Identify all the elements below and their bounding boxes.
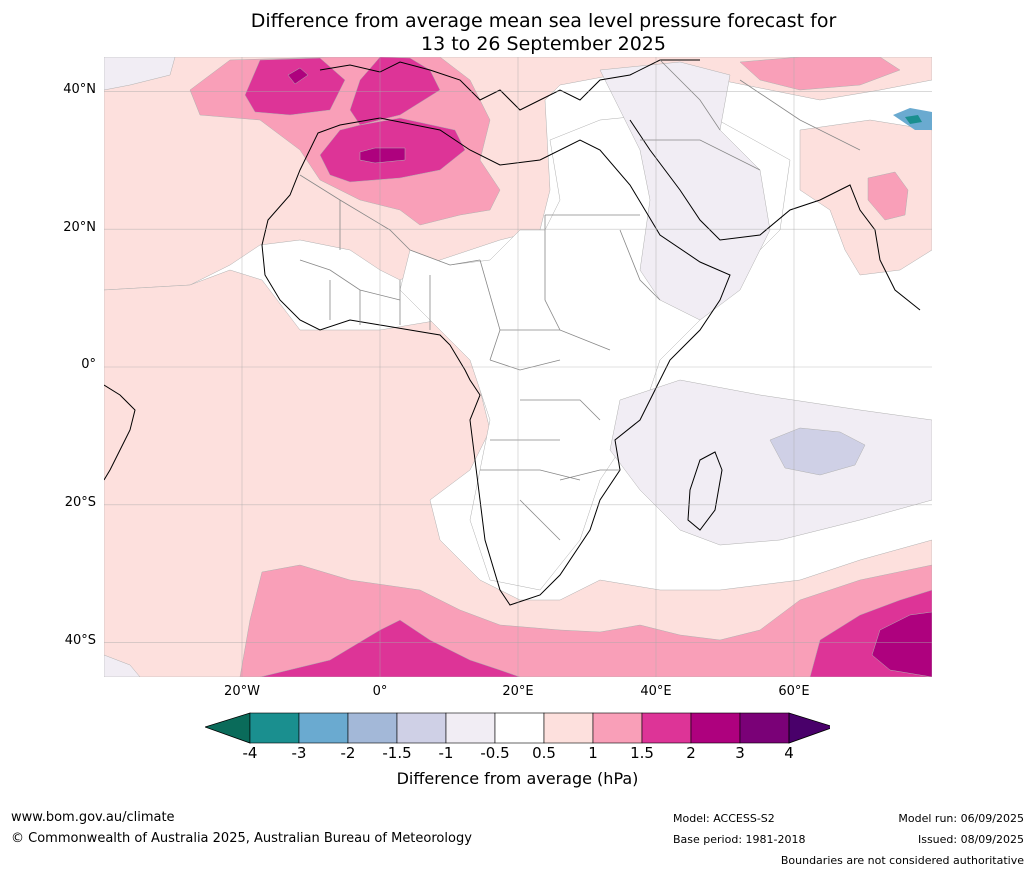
anomaly-region-magenta-north-africa	[319, 57, 466, 183]
colorbar-tick-label: -2	[340, 744, 356, 762]
anomaly-region-light-lavender-northwest	[104, 57, 176, 91]
country-boundaries	[299, 59, 861, 541]
colorbar-segment-9	[690, 712, 741, 744]
colorbar-label: Difference from average (hPa)	[396, 769, 639, 788]
colorbar-segment-6	[543, 712, 594, 744]
map-title-line2: 13 to 26 September 2025	[421, 33, 666, 55]
footer-copyright: © Commonwealth of Australia 2025, Austra…	[11, 831, 472, 846]
colorbar-tick-label: 4	[784, 744, 794, 762]
anomaly-region-magenta-iberia	[244, 57, 346, 116]
lon-label-40e: 40°E	[640, 684, 672, 699]
footer-model-run: Model run: 06/09/2025	[898, 812, 1024, 825]
madagascar-coastline	[687, 451, 723, 531]
lat-label-20s: 20°S	[64, 495, 96, 510]
anomaly-region-light-pink-india	[799, 119, 932, 276]
anomaly-region-pink-middle-east	[739, 57, 901, 91]
map-title: Difference from average mean sea level p…	[0, 10, 1035, 56]
colorbar-tick-label: 0.5	[532, 744, 556, 762]
footer-website: www.bom.gov.au/climate	[11, 810, 175, 825]
colorbar-segment-3	[396, 712, 447, 744]
footer-disclaimer: Boundaries are not considered authoritat…	[780, 854, 1024, 867]
anomaly-region-light-lavender-arabia	[599, 61, 771, 321]
colorbar-tick-label: 2	[686, 744, 696, 762]
lon-label-20e: 20°E	[502, 684, 534, 699]
lat-label-40n: 40°N	[63, 82, 96, 97]
anomaly-region-light-lavender-southwest	[104, 654, 141, 677]
colorbar-tick-label: 1	[588, 744, 598, 762]
colorbar-segment-2	[347, 712, 398, 744]
arabia-coastline	[629, 119, 921, 311]
footer-model: Model: ACCESS-S2	[673, 812, 775, 825]
colorbar-segment-4	[445, 712, 496, 744]
colorbar-tick-label: -1	[438, 744, 454, 762]
colorbar-tick-label: 3	[735, 744, 745, 762]
map-title-line1: Difference from average mean sea level p…	[250, 10, 837, 32]
graticule	[104, 57, 932, 677]
anomaly-region-dark-teal-asia	[905, 115, 922, 124]
colorbar-tick-label: -1.5	[382, 744, 412, 762]
anomaly-region-deep-magenta-iberia	[287, 67, 309, 85]
colorbar-segment-10	[739, 712, 790, 744]
footer-issued: Issued: 08/09/2025	[917, 833, 1024, 846]
lon-label-60e: 60°E	[778, 684, 810, 699]
colorbar-under-triangle	[205, 712, 251, 744]
south-america-coastline	[104, 384, 136, 481]
colorbar-segment-5	[494, 712, 545, 744]
anomaly-region-deep-magenta-southeast	[871, 611, 932, 677]
colorbar-segment-8	[641, 712, 692, 744]
lat-label-40s: 40°S	[64, 633, 96, 648]
lon-label-20w: 20°W	[224, 684, 260, 699]
colorbar	[205, 712, 830, 744]
anomaly-region-pink-india	[867, 171, 909, 221]
africa-coastline	[261, 117, 731, 606]
colorbar-over-triangle	[788, 712, 830, 744]
colorbar-segment-1	[298, 712, 349, 744]
colorbar-segment-7	[592, 712, 643, 744]
footer-base-period: Base period: 1981-2018	[673, 833, 806, 846]
europe-coastline	[319, 59, 700, 111]
colorbar-tick-label: -4	[242, 744, 258, 762]
colorbar-tick-label: 1.5	[630, 744, 654, 762]
colorbar-segment-0	[249, 712, 300, 744]
colorbar-tick-label: -3	[291, 744, 307, 762]
anomaly-region-magenta-southern-ocean	[259, 619, 521, 677]
anomaly-region-deep-magenta-north-africa	[359, 147, 406, 164]
anomaly-region-light-lavender-indian-ocean	[609, 379, 932, 546]
lat-label-20n: 20°N	[63, 220, 96, 235]
colorbar-tick-label: -0.5	[480, 744, 510, 762]
lon-label-0: 0°	[372, 684, 388, 699]
lat-label-equator: 0°	[81, 357, 96, 372]
